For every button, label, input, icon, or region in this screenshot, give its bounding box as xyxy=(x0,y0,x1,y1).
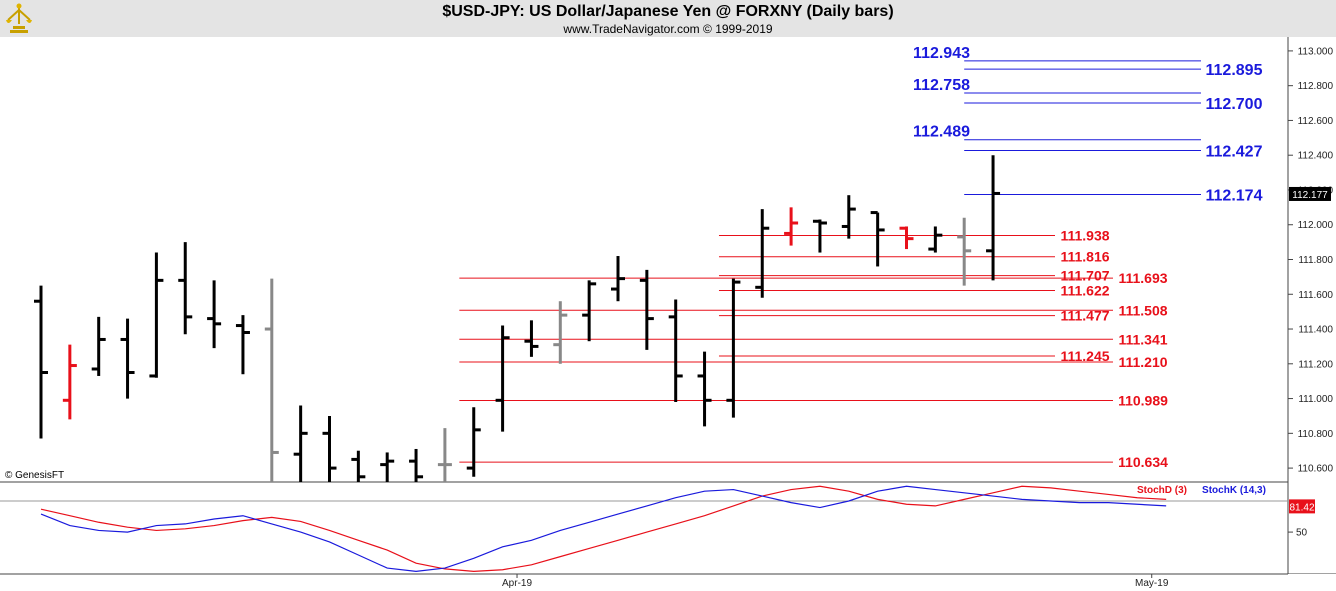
ohlc-bar xyxy=(668,299,683,403)
blue-level-label: 112.427 xyxy=(1206,144,1263,161)
y-tick-label: 111.400 xyxy=(1298,325,1333,336)
ohlc-bar xyxy=(62,344,77,420)
y-tick-label: 112.400 xyxy=(1298,151,1334,162)
ohlc-bar xyxy=(264,278,279,482)
ohlc-bar xyxy=(437,428,452,482)
ohlc-bar xyxy=(91,316,106,376)
y-tick-label: 111.600 xyxy=(1298,290,1333,301)
blue-level-label: 112.700 xyxy=(1206,96,1263,113)
ohlc-bar xyxy=(726,278,741,418)
ohlc-bar xyxy=(957,217,972,286)
red-level-label: 111.341 xyxy=(1118,331,1167,347)
stoch-tick-label: 50 xyxy=(1296,528,1308,539)
red-level-label: 111.210 xyxy=(1118,354,1167,370)
blue-level-label: 112.943 xyxy=(913,45,970,62)
ohlc-bar xyxy=(928,226,943,253)
red-level-label: 111.245 xyxy=(1060,348,1109,364)
y-tick-label: 111.000 xyxy=(1298,394,1333,405)
ohlc-bar xyxy=(697,351,712,427)
stoch-last-label: 81.42 xyxy=(1289,502,1314,513)
y-tick-label: 112.600 xyxy=(1298,116,1334,127)
red-level-label: 110.634 xyxy=(1118,454,1168,470)
x-tick-label: Apr-19 xyxy=(502,578,532,589)
ohlc-bar xyxy=(34,285,48,439)
stochd-line xyxy=(40,485,1167,572)
last-price-label: 112.177 xyxy=(1292,190,1328,201)
stoch-last-box xyxy=(1289,499,1315,514)
ohlc-bar xyxy=(293,405,308,482)
y-tick-label: 112.800 xyxy=(1298,81,1334,92)
ohlc-bar xyxy=(380,452,395,482)
blue-level-label: 112.489 xyxy=(913,124,970,141)
axis-corner xyxy=(1288,574,1336,591)
ohlc-bar xyxy=(322,415,337,482)
red-level-label: 111.816 xyxy=(1060,249,1109,265)
ohlc-bar xyxy=(466,407,481,477)
ohlc-bar xyxy=(235,315,250,375)
stoch-legend-entry: StochD (3) xyxy=(1137,485,1187,496)
price-panel xyxy=(0,37,1288,482)
ohlc-bar xyxy=(870,211,885,267)
ohlc-bar xyxy=(149,252,164,378)
ohlc-bar xyxy=(784,207,799,246)
ohlc-bar xyxy=(841,195,856,239)
ohlc-bar xyxy=(409,448,424,482)
trade-navigator-logo-icon xyxy=(6,3,32,33)
red-level-label: 111.477 xyxy=(1060,308,1109,324)
ohlc-bar xyxy=(755,209,770,298)
ohlc-bar xyxy=(120,318,135,399)
y-tick-label: 111.200 xyxy=(1298,359,1333,370)
ohlc-bar xyxy=(351,450,366,482)
ohlc-bar xyxy=(553,301,568,364)
ohlc-bar xyxy=(986,155,1001,281)
stoch-legend-entry: StochK (14,3) xyxy=(1202,485,1266,496)
red-level-label: 111.707 xyxy=(1060,268,1109,284)
ohlc-bar xyxy=(207,280,222,349)
y-tick-label: 111.800 xyxy=(1298,255,1333,266)
y-tick-label: 113.000 xyxy=(1298,46,1334,57)
last-price-box xyxy=(1289,186,1331,201)
blue-level-label: 112.758 xyxy=(913,77,970,94)
ohlc-bar xyxy=(611,256,625,302)
red-level-label: 111.693 xyxy=(1118,270,1167,286)
ohlc-bar xyxy=(178,242,193,335)
ohlc-bar xyxy=(812,219,827,253)
blue-level-label: 112.895 xyxy=(1206,62,1263,79)
ohlc-bar xyxy=(899,226,914,250)
y-tick-label: 110.600 xyxy=(1298,464,1334,475)
x-tick-label: May-19 xyxy=(1135,578,1169,589)
ohlc-bar xyxy=(639,269,654,350)
red-level-label: 111.622 xyxy=(1060,282,1109,298)
blue-level-label: 112.174 xyxy=(1206,187,1263,204)
red-level-label: 111.508 xyxy=(1118,302,1167,318)
stochk-line xyxy=(40,485,1167,572)
genesis-watermark: © GenesisFT xyxy=(5,470,64,481)
chart-subtitle: www.TradeNavigator.com © 1999-2019 xyxy=(563,22,773,36)
red-level-label: 111.938 xyxy=(1060,228,1109,244)
red-level-label: 110.989 xyxy=(1118,392,1168,408)
y-tick-label: 110.800 xyxy=(1298,429,1334,440)
ohlc-bar xyxy=(524,320,539,357)
chart-title: $USD-JPY: US Dollar/Japanese Yen @ FORXN… xyxy=(442,3,894,20)
y-tick-label: 112.000 xyxy=(1298,220,1334,231)
title-bar: $USD-JPY: US Dollar/Japanese Yen @ FORXN… xyxy=(0,0,1336,37)
ohlc-bar xyxy=(495,325,510,432)
ohlc-bar xyxy=(582,280,597,342)
